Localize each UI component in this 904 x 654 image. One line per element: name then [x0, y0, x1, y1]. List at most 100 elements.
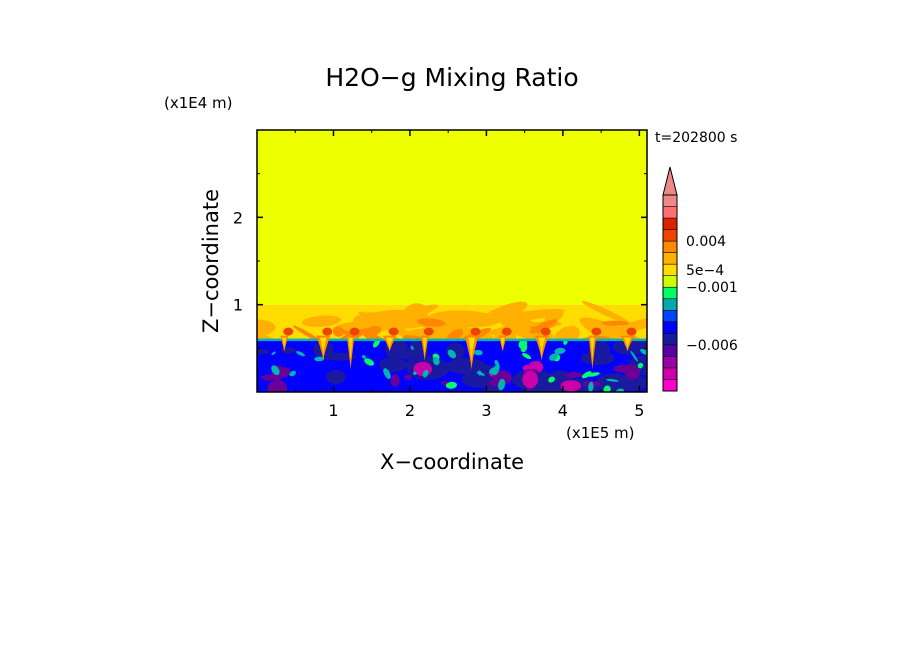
plume-cap [283, 327, 294, 336]
colorbar-level [663, 310, 677, 322]
plume-core [348, 337, 353, 364]
lower-core [560, 380, 582, 392]
lower-patch [257, 348, 270, 355]
y-axis-label: Z−coordinate [199, 189, 223, 333]
mixed-eddy [416, 318, 446, 327]
lower-filament [587, 372, 600, 377]
plume-core [319, 337, 327, 357]
colorbar-level [663, 206, 677, 219]
mixed-swirl [485, 309, 565, 324]
plume-cap [501, 327, 512, 336]
mixed-swirl [301, 315, 342, 327]
plume-core [538, 337, 546, 357]
lower-filament [637, 362, 644, 369]
lower-filament [473, 349, 483, 356]
inversion-band [257, 338, 647, 342]
y-scale-label: (x1E4 m) [164, 94, 233, 112]
colorbar-label: −0.001 [686, 280, 738, 296]
x-tick-label: 5 [634, 401, 644, 420]
colorbar-level [663, 252, 677, 265]
colorbar-label: 5e−4 [686, 263, 724, 279]
plume-core [624, 337, 631, 350]
colorbar-extend-arrow [662, 166, 678, 196]
lower-patch [378, 357, 407, 372]
mixed-swirl [581, 300, 630, 324]
colorbar-level [663, 379, 677, 391]
plume-core [282, 337, 287, 350]
colorbar-level [663, 356, 677, 368]
x-scale-label: (x1E5 m) [566, 424, 635, 442]
mixed-eddy [365, 325, 382, 337]
lower-filament [588, 381, 594, 392]
lower-filament [477, 370, 482, 376]
mixed-eddy [529, 319, 558, 334]
y-tick-label: 1 [233, 296, 243, 315]
lower-filament [271, 365, 280, 376]
lower-patch [461, 370, 495, 388]
lower-patch [280, 347, 296, 354]
colorbar-level [663, 229, 677, 242]
colorbar-level [663, 298, 677, 311]
lower-filament [554, 347, 566, 355]
lower-filament [494, 359, 499, 366]
lower-patch [596, 374, 619, 392]
contour-field [257, 130, 647, 392]
colorbar-level [663, 367, 677, 380]
lower-patch [318, 352, 357, 361]
lower-filament [518, 339, 528, 349]
colorbar: 0.004 5e−4−0.001 −0.006 [662, 166, 738, 392]
colorbar-level [663, 287, 677, 299]
x-tick-label: 2 [405, 401, 415, 420]
lower-filament [522, 352, 532, 360]
lower-core [267, 379, 288, 392]
lower-filament [296, 351, 305, 357]
x-axis-label: X−coordinate [380, 450, 524, 474]
plume-cap [388, 327, 399, 336]
x-axis: 1 2 3 4 5 [294, 130, 644, 420]
lower-core [403, 374, 412, 380]
mixed-swirl [403, 303, 429, 324]
lower-filament [581, 371, 592, 379]
colorbar-level [663, 218, 677, 230]
x-tick-label: 4 [558, 401, 568, 420]
mixed-swirl [603, 315, 647, 337]
colorbar-level [663, 321, 677, 334]
lower-filament [488, 366, 499, 375]
time-label: t=202800 s [655, 130, 737, 146]
lower-filament [383, 368, 391, 379]
lower-filament [445, 381, 457, 389]
lower-filament [603, 385, 611, 392]
mixed-eddy [332, 326, 345, 337]
y-tick-label: 2 [233, 208, 243, 227]
lower-core [261, 374, 277, 381]
lower-patch [325, 369, 346, 385]
chart-title: H2O−g Mixing Ratio [325, 63, 578, 92]
lower-filament [549, 353, 558, 361]
plume-cap [470, 327, 481, 336]
lower-filament [364, 358, 375, 366]
plume-cap [591, 327, 602, 336]
mixed-eddy [601, 320, 630, 326]
lower-filament [606, 378, 619, 382]
plume-core [386, 337, 394, 350]
lower-filament [314, 356, 325, 362]
colorbar-frame [662, 194, 678, 392]
colorbar-level [663, 275, 677, 288]
plume-cap [349, 327, 360, 336]
lower-core [441, 380, 449, 386]
lower-core [390, 373, 400, 387]
plume-cap [322, 327, 333, 336]
lower-core [492, 370, 512, 385]
mixed-swirl [358, 311, 415, 339]
colorbar-level [663, 333, 677, 345]
lower-filament [630, 350, 639, 362]
lower-filament [410, 345, 414, 351]
colorbar-level [663, 344, 677, 357]
colorbar-level [663, 264, 677, 276]
lower-patch [483, 385, 503, 392]
plume-cap [423, 327, 434, 336]
colorbar-level [663, 195, 677, 207]
upper-layer [257, 130, 647, 305]
